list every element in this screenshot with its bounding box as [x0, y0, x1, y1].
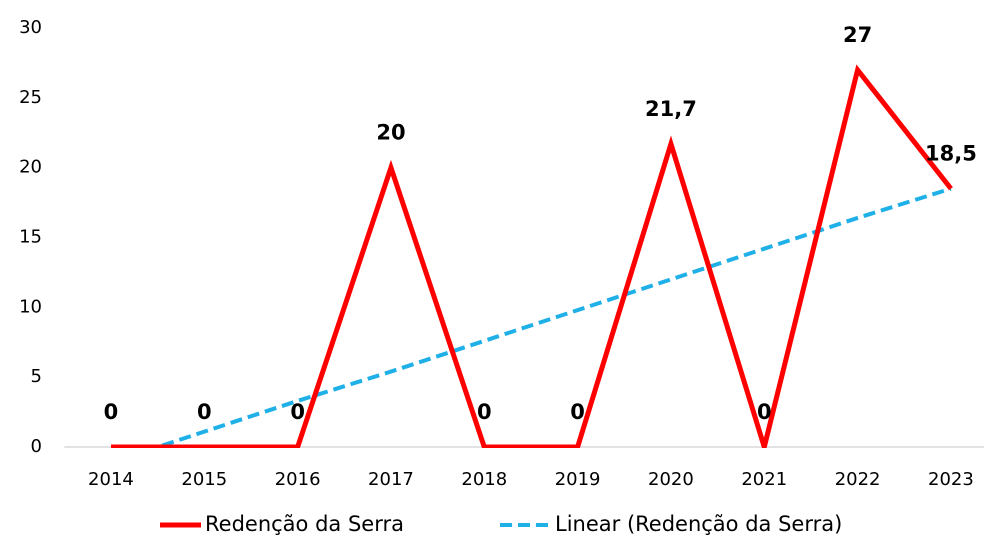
x-tick-label: 2022 [835, 469, 881, 490]
y-tick-label: 30 [19, 17, 42, 38]
data-label: 18,5 [925, 142, 977, 166]
y-tick-label: 20 [19, 157, 42, 178]
y-tick-label: 15 [19, 227, 42, 248]
x-tick-label: 2015 [181, 469, 227, 490]
data-label: 0 [290, 400, 305, 424]
data-label: 0 [477, 400, 492, 424]
legend-label: Redenção da Serra [205, 512, 404, 536]
data-label: 27 [843, 23, 872, 47]
plot-area [110, 64, 953, 448]
series-line [110, 64, 953, 448]
y-tick-label: 5 [31, 366, 42, 387]
data-label: 0 [104, 400, 119, 424]
y-tick-label: 25 [19, 87, 42, 108]
x-tick-label: 2016 [275, 469, 321, 490]
trend-line [148, 186, 952, 448]
legend-label: Linear (Redenção da Serra) [555, 512, 842, 536]
x-tick-label: 2021 [741, 469, 787, 490]
data-label: 0 [757, 400, 772, 424]
data-label: 0 [197, 400, 212, 424]
x-tick-label: 2020 [648, 469, 694, 490]
data-label: 20 [376, 121, 405, 145]
data-label: 21,7 [645, 97, 697, 121]
y-tick-label: 0 [31, 436, 42, 457]
data-label: 0 [570, 400, 585, 424]
x-tick-label: 2019 [555, 469, 601, 490]
x-tick-label: 2023 [928, 469, 974, 490]
x-tick-label: 2017 [368, 469, 414, 490]
x-tick-label: 2018 [461, 469, 507, 490]
x-tick-label: 2014 [88, 469, 134, 490]
y-tick-label: 10 [19, 296, 42, 317]
